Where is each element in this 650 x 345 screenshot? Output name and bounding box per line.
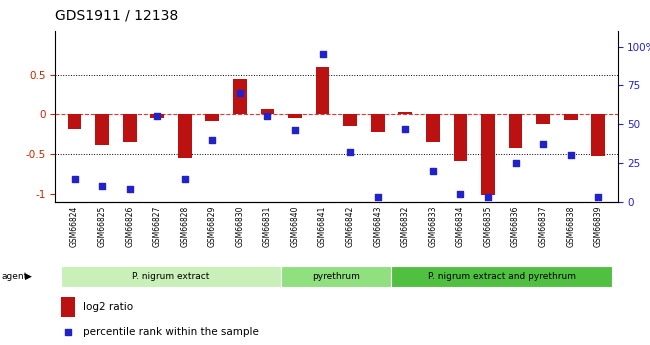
Point: [538, 142, 549, 147]
Bar: [150, 115, 164, 118]
Bar: [95, 115, 109, 145]
Text: GSM66840: GSM66840: [291, 206, 300, 247]
Bar: [592, 115, 605, 156]
Point: [124, 187, 135, 192]
Point: [593, 195, 603, 200]
Text: ▶: ▶: [25, 272, 32, 281]
Point: [317, 51, 328, 57]
Bar: [123, 115, 136, 142]
Text: P. nigrum extract and pyrethrum: P. nigrum extract and pyrethrum: [428, 272, 576, 281]
Point: [152, 114, 162, 119]
Point: [179, 176, 190, 181]
Point: [428, 168, 438, 174]
Bar: [60, 266, 281, 287]
Bar: [564, 115, 578, 120]
Bar: [371, 115, 385, 132]
Point: [262, 114, 272, 119]
Text: GSM66835: GSM66835: [484, 206, 493, 247]
Text: agent: agent: [1, 272, 27, 281]
Text: GSM66837: GSM66837: [539, 206, 547, 247]
Text: GSM66832: GSM66832: [401, 206, 410, 247]
Bar: [426, 115, 440, 142]
Point: [510, 160, 521, 166]
Text: GSM66829: GSM66829: [208, 206, 217, 247]
Text: GSM66842: GSM66842: [346, 206, 355, 247]
Text: GSM66841: GSM66841: [318, 206, 327, 247]
Bar: [233, 79, 247, 115]
Point: [290, 128, 300, 133]
Bar: [178, 115, 192, 158]
Bar: [316, 67, 330, 115]
Point: [345, 149, 356, 155]
Point: [566, 152, 576, 158]
Text: GSM66828: GSM66828: [180, 206, 189, 247]
Bar: [343, 115, 357, 126]
Point: [207, 137, 218, 142]
Point: [63, 329, 73, 334]
Text: GSM66831: GSM66831: [263, 206, 272, 247]
Text: log2 ratio: log2 ratio: [83, 302, 133, 312]
Point: [70, 176, 80, 181]
Text: GSM66843: GSM66843: [373, 206, 382, 247]
Text: GSM66826: GSM66826: [125, 206, 134, 247]
Text: GDS1911 / 12138: GDS1911 / 12138: [55, 9, 179, 23]
Text: GSM66830: GSM66830: [235, 206, 244, 247]
Text: GSM66827: GSM66827: [153, 206, 162, 247]
Text: GSM66834: GSM66834: [456, 206, 465, 247]
Text: P. nigrum extract: P. nigrum extract: [133, 272, 210, 281]
Text: pyrethrum: pyrethrum: [313, 272, 360, 281]
Bar: [509, 115, 523, 148]
Bar: [281, 266, 391, 287]
Bar: [261, 109, 274, 115]
Text: GSM66824: GSM66824: [70, 206, 79, 247]
Point: [455, 191, 465, 197]
Bar: [61, 297, 75, 317]
Point: [483, 195, 493, 200]
Text: GSM66825: GSM66825: [98, 206, 107, 247]
Bar: [454, 115, 467, 160]
Bar: [288, 115, 302, 118]
Text: GSM66838: GSM66838: [566, 206, 575, 247]
Bar: [391, 266, 612, 287]
Text: GSM66836: GSM66836: [511, 206, 520, 247]
Bar: [481, 115, 495, 196]
Point: [97, 184, 107, 189]
Text: GSM66839: GSM66839: [593, 206, 603, 247]
Text: GSM66833: GSM66833: [428, 206, 437, 247]
Bar: [536, 115, 550, 124]
Point: [400, 126, 411, 132]
Text: percentile rank within the sample: percentile rank within the sample: [83, 327, 259, 337]
Bar: [68, 115, 81, 129]
Bar: [398, 112, 412, 115]
Point: [235, 90, 245, 96]
Point: [372, 195, 383, 200]
Bar: [205, 115, 219, 121]
